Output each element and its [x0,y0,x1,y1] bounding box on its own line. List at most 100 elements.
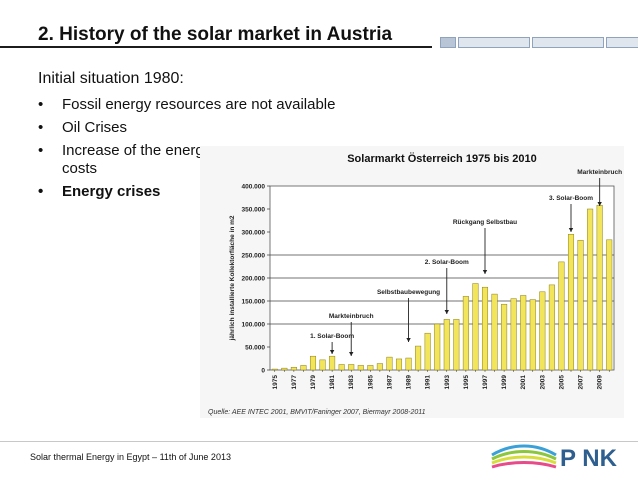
bullet-text: Increase of the energy costs [62,142,212,177]
x-tick-label: 2007 [578,375,585,390]
logo-wave [491,455,557,465]
header-deco-block [440,37,456,48]
x-tick-label: 2005 [558,375,565,390]
bar [501,303,508,371]
x-tick-label: 1991 [425,375,432,390]
header-deco-block [458,37,530,48]
y-axis-label: jährlich installierte Kollektorfläche in… [229,215,236,341]
bar [529,299,536,371]
solar-market-chart: Solarmarkt Österreich 1975 bis 2010 0 50.0… [200,146,624,418]
y-tick-label: 250.000 [242,253,266,260]
bar [415,345,422,371]
annotation-label: Markteinbruch [329,313,374,320]
annotation-arrowhead [349,352,354,356]
bar [367,365,374,371]
bullet-marker: • [38,96,44,113]
bullet-marker: • [38,119,44,136]
y-tick-label: 100.000 [242,322,266,329]
bar [520,295,527,371]
y-tick-label: 150.000 [242,299,266,306]
bar [587,208,594,371]
bullet-marker: • [38,183,44,200]
bullet-text: Energy crises [62,183,161,200]
x-tick-label: 1989 [406,375,413,390]
annotation-label: 1. Solar-Boom [310,333,354,340]
x-tick-label: 2001 [520,375,527,390]
bar [329,355,336,371]
annotation-label: Markteinbruch [577,169,622,176]
bar [309,355,317,371]
bar [548,284,555,371]
footer-divider [0,441,638,442]
bar [596,205,603,371]
x-tick-label: 1995 [463,375,470,390]
bar [357,365,364,371]
annotation-label: Selbstbaubewegung [377,289,440,296]
y-tick-label: 400.000 [242,184,266,191]
bullet-item: • Oil Crises [38,119,212,137]
x-tick-label: 1981 [329,375,336,390]
x-tick-label: 1997 [482,375,489,390]
bullet-item: • Energy crises [38,183,212,201]
annotation-label: 3. Solar-Boom [549,195,593,202]
title-underline [0,46,432,48]
bar [376,363,383,371]
y-tick-label: 200.000 [242,276,266,283]
bar [481,286,489,371]
y-tick-label: 300.000 [242,230,266,237]
x-tick-label: 1975 [272,375,279,390]
bullet-marker: • [38,142,44,159]
annotation-arrowhead [482,270,488,274]
annotation-arrowhead [444,310,449,314]
bar [386,356,393,371]
header-deco-block [532,37,604,48]
bar [395,358,403,371]
bar [539,291,546,371]
bar [567,234,575,371]
bar [348,364,355,371]
annotation-arrowhead [406,338,411,342]
bar [453,319,460,371]
logo-wordmark: P NK [560,445,618,472]
x-tick-label: 1983 [348,375,355,390]
intro-text: Initial situation 1980: [38,70,184,87]
logo-wave [491,450,557,461]
bar [300,365,307,371]
slide-title: 2. History of the solar market in Austri… [38,24,393,45]
bullet-item: • Increase of the energy costs [38,142,212,178]
bar [405,357,412,371]
y-tick-label: 350.000 [242,207,266,214]
bullet-text: Oil Crises [62,119,128,136]
x-tick-label: 2003 [539,375,546,390]
bar [510,298,517,371]
footer-text: Solar thermal Energy in Egypt – 11th of … [30,452,231,462]
bar [281,367,288,371]
header-deco-block [606,37,638,48]
x-tick-label: 1979 [310,375,317,390]
logo-wave [491,461,557,469]
annotation-arrowhead [329,350,335,354]
annotation-arrowhead [597,202,602,206]
bar [491,293,498,371]
bar [462,296,469,371]
x-tick-label: 1999 [501,375,508,390]
bar [443,319,450,371]
bar [434,323,441,371]
logo-wave [491,444,557,457]
bar [338,364,345,371]
x-tick-label: 1977 [291,375,298,390]
bullet-item: • Fossil energy resources are not availab… [38,96,382,114]
bar [472,283,479,371]
bar [577,240,584,371]
bar [558,261,565,371]
bar [606,239,613,371]
x-tick-label: 2009 [597,375,604,390]
annotation-label: Rückgang Selbstbau [453,219,517,226]
bullet-list: • Fossil energy resources are not availab… [38,96,382,206]
annotation-label: 2. Solar-Boom [425,259,469,266]
x-tick-label: 1985 [367,375,374,390]
chart-title: Solarmarkt Österreich 1975 bis 2010 [347,152,537,165]
chart-source: Quelle: AEE INTEC 2001, BMVIT/Faninger 2… [208,409,426,416]
y-tick-label: 50.000 [245,345,265,352]
bar [424,332,431,371]
